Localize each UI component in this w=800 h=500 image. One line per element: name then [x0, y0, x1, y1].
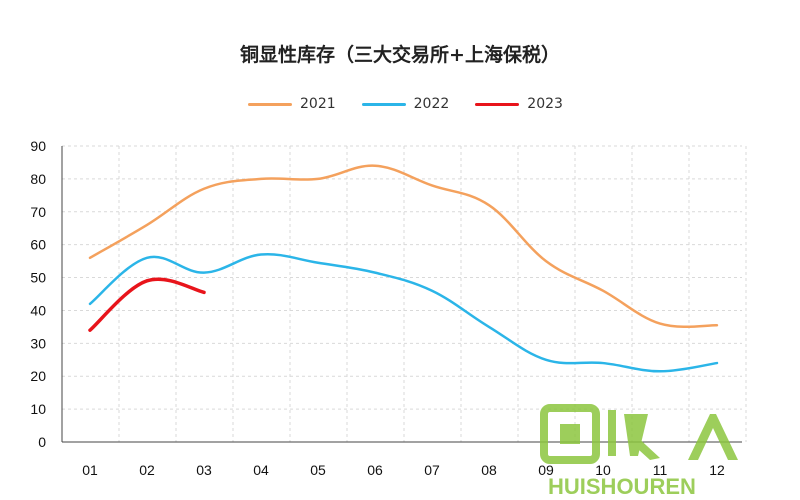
x-tick-label: 08 [481, 462, 497, 478]
legend-label-2022: 2022 [413, 96, 450, 112]
x-tick-label: 02 [139, 462, 155, 478]
y-tick-label: 50 [30, 270, 46, 286]
legend-item-2023: 2023 [475, 94, 563, 114]
y-tick-label: 40 [30, 302, 46, 318]
legend-label-2021: 2021 [300, 96, 336, 112]
x-tick-label: 06 [367, 462, 383, 478]
y-tick-label: 90 [30, 138, 46, 154]
x-tick-label: 11 [653, 462, 668, 478]
y-tick-label: 60 [30, 237, 46, 253]
watermark-logo: HUISHOUREN [540, 404, 738, 499]
y-tick-label: 70 [30, 204, 46, 220]
y-tick-label: 0 [38, 434, 46, 450]
x-tick-label: 10 [595, 462, 611, 478]
legend-label-2023: 2023 [527, 96, 563, 112]
legend-item-2022: 2022 [361, 94, 450, 114]
x-tick-label: 12 [709, 462, 725, 478]
y-tick-label: 80 [30, 171, 46, 187]
y-tick-label: 30 [30, 335, 46, 351]
series-line-2023 [88, 277, 206, 332]
legend-swatch-2023 [475, 102, 520, 106]
x-tick-label: 04 [253, 462, 269, 478]
legend-item-2021: 2021 [248, 94, 336, 114]
series-line-2022 [88, 252, 719, 373]
legend-swatch-2021 [248, 102, 292, 106]
x-tick-label: 07 [424, 462, 440, 478]
chart-title: 铜显性库存（三大交易所+上海保税） [240, 44, 560, 66]
x-tick-label: 03 [196, 462, 212, 478]
legend: 2021 2022 2023 [248, 94, 563, 114]
watermark-text: HUISHOUREN [548, 474, 696, 499]
x-tick-label: 01 [82, 462, 98, 478]
x-tick-label: 05 [310, 462, 326, 478]
x-tick-label: 09 [538, 462, 554, 478]
y-tick-label: 10 [30, 401, 46, 417]
series-line-2021 [88, 164, 719, 329]
y-tick-label: 20 [30, 368, 46, 384]
legend-swatch-2022 [361, 102, 406, 106]
